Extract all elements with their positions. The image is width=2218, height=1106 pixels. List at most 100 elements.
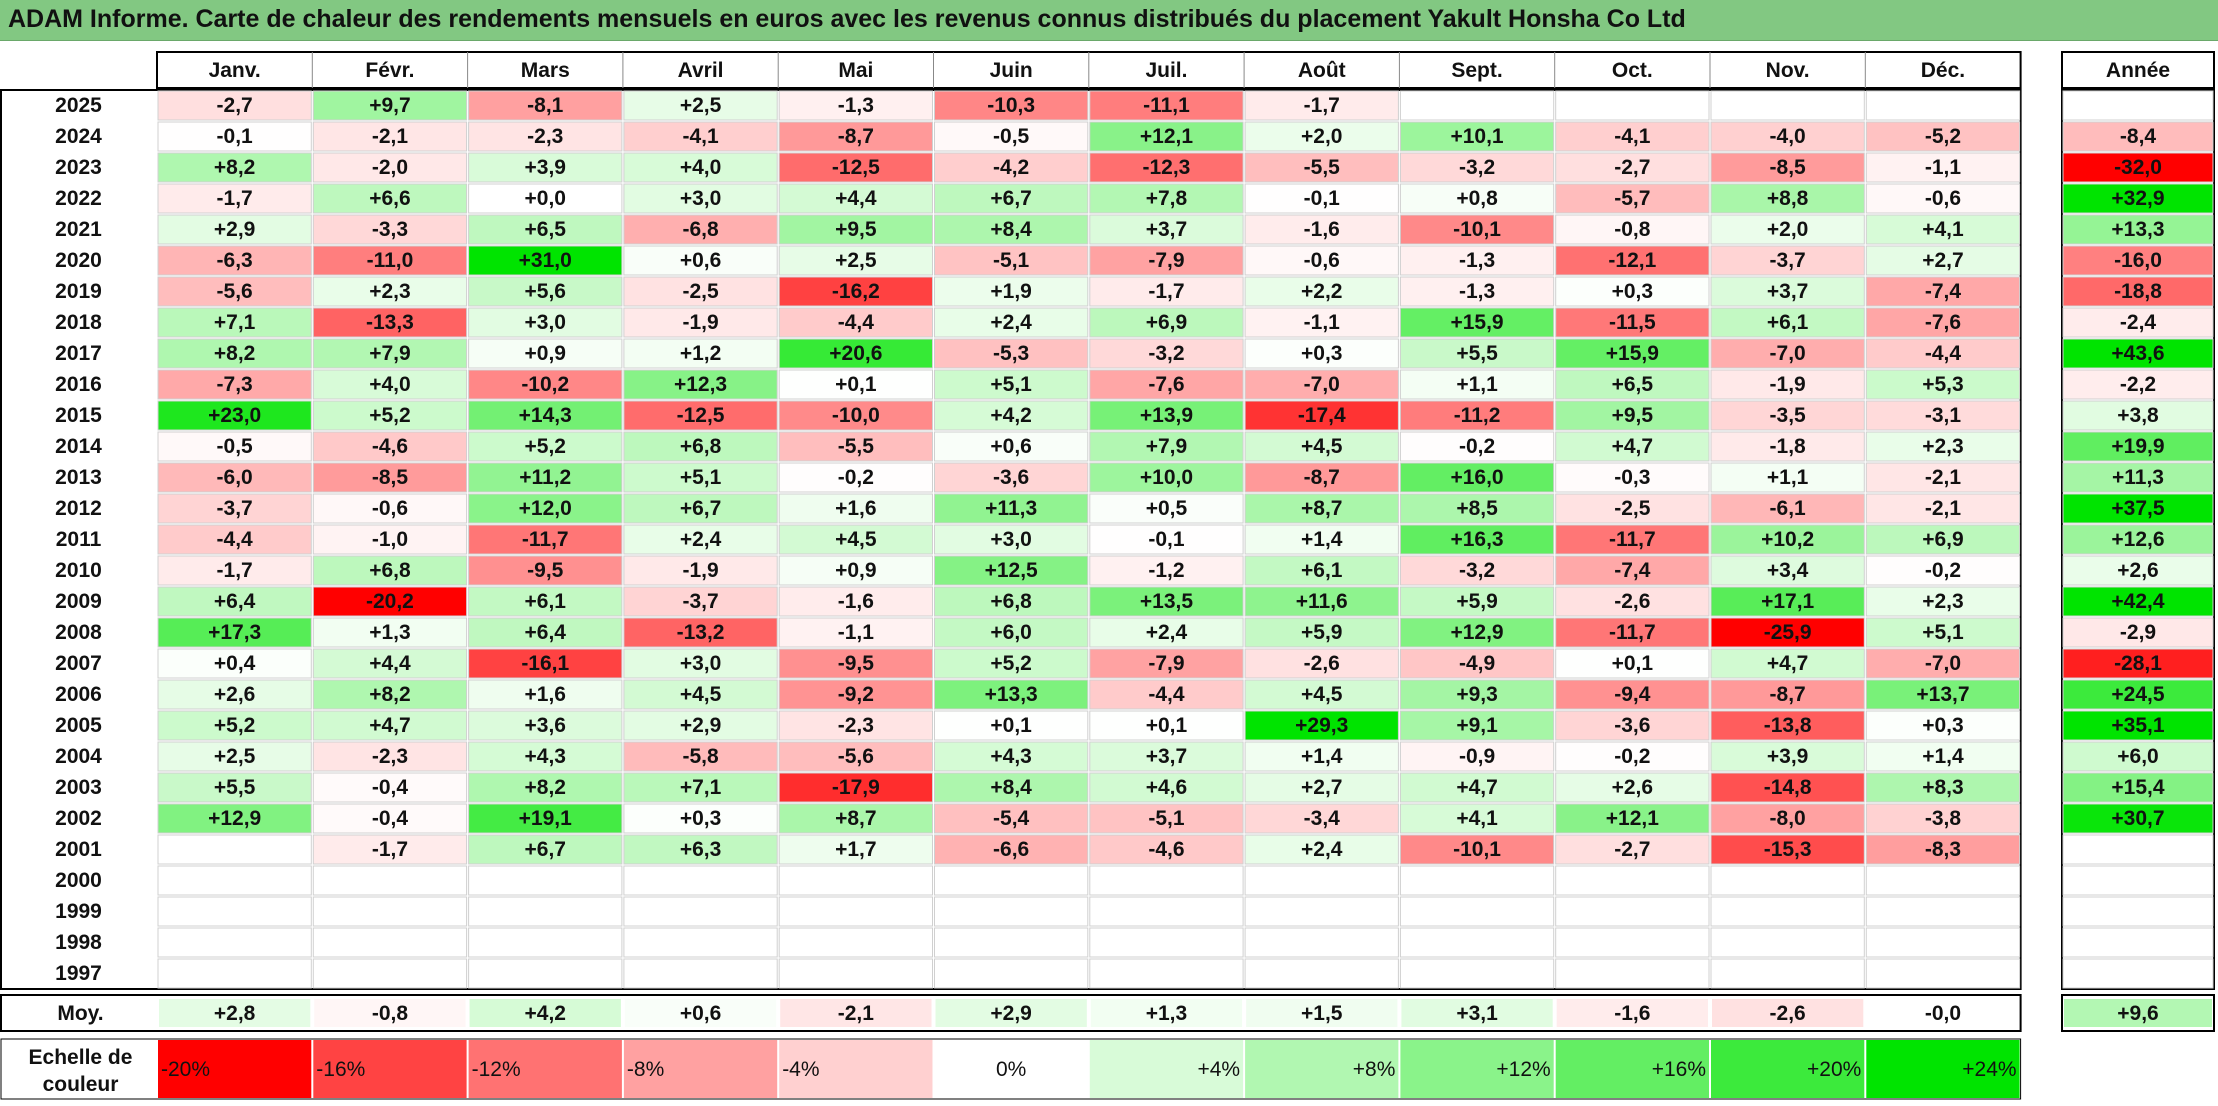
heatmap-cell — [623, 834, 778, 865]
annual-cell — [2062, 617, 2214, 648]
cell-value: -2,6 — [1614, 590, 1650, 613]
annual-cell — [2062, 555, 2214, 586]
color-scale-stop: +4% — [1197, 1058, 1240, 1081]
cell-value: -3,7 — [682, 590, 718, 613]
cell-value: -8,5 — [372, 466, 409, 489]
heatmap-cell — [157, 710, 312, 741]
heatmap-cell — [157, 648, 312, 679]
annual-cell — [2062, 214, 2214, 245]
cell-value: -8,3 — [1925, 838, 1961, 861]
heatmap-cell — [1865, 741, 2021, 772]
heatmap-cell — [312, 586, 468, 617]
cell-value: +2,3 — [369, 280, 410, 303]
cell-value: +1,6 — [835, 497, 876, 520]
cell-value: -8,7 — [1770, 683, 1806, 706]
heatmap-cell — [1865, 772, 2021, 803]
heatmap-cell — [1710, 338, 1865, 369]
cell-value: +5,2 — [990, 652, 1031, 675]
annual-value: -2,2 — [2120, 373, 2156, 396]
cell-value: +5,2 — [369, 404, 410, 427]
heatmap-cell — [1089, 400, 1244, 431]
cell-value: -1,6 — [838, 590, 874, 613]
heatmap-cell — [1710, 152, 1865, 183]
cell-value: +17,3 — [208, 621, 261, 644]
cell-value: +16,0 — [1450, 466, 1503, 489]
average-annual-value: +9,6 — [2117, 1002, 2158, 1025]
cell-value: +5,1 — [990, 373, 1032, 396]
cell-value: -8,7 — [1304, 466, 1340, 489]
heatmap-cell — [778, 927, 934, 958]
color-scale-stop: -16% — [316, 1058, 365, 1081]
annual-value: +13,3 — [2111, 218, 2164, 241]
cell-value: -0,1 — [1304, 187, 1341, 210]
cell-value: +2,0 — [1767, 218, 1808, 241]
heatmap-cell — [623, 338, 778, 369]
heatmap-cell — [934, 400, 1089, 431]
cell-value: -16,2 — [832, 280, 880, 303]
heatmap-cell — [312, 214, 468, 245]
cell-value: -1,9 — [682, 559, 718, 582]
heatmap-cell — [157, 462, 312, 493]
annual-value: -16,0 — [2114, 249, 2162, 272]
color-scale-label: Echelle de — [29, 1046, 133, 1069]
year-label: 2021 — [55, 218, 102, 241]
heatmap-cell — [1710, 803, 1865, 834]
cell-value: +12,9 — [1450, 621, 1503, 644]
cell-value: +0,8 — [1456, 187, 1498, 210]
cell-value: -1,1 — [838, 621, 875, 644]
annual-cell — [2062, 338, 2214, 369]
cell-value: -16,1 — [521, 652, 569, 675]
cell-value: +11,3 — [985, 497, 1037, 520]
heatmap-cell — [778, 431, 934, 462]
cell-value: -0,1 — [217, 125, 254, 148]
heatmap-cell — [1399, 896, 1555, 927]
cell-value: -1,3 — [1459, 280, 1495, 303]
cell-value: -0,6 — [372, 497, 408, 520]
heatmap-cell — [1710, 555, 1865, 586]
heatmap-cell — [778, 400, 934, 431]
heatmap-cell — [1865, 338, 2021, 369]
month-header: Août — [1298, 59, 1346, 82]
cell-value: +5,9 — [1301, 621, 1342, 644]
heatmap-cell — [1089, 276, 1244, 307]
heatmap-cell — [1089, 369, 1244, 400]
heatmap-cell — [1865, 648, 2021, 679]
heatmap-cell — [312, 803, 468, 834]
cell-value: +8,2 — [214, 156, 255, 179]
average-value: +2,9 — [990, 1002, 1031, 1025]
cell-value: -7,4 — [1614, 559, 1651, 582]
heatmap-cell — [1089, 834, 1244, 865]
annual-value: +11,3 — [2112, 466, 2164, 489]
cell-value: +6,5 — [525, 218, 567, 241]
heatmap-cell — [778, 617, 934, 648]
cell-value: -1,7 — [372, 838, 408, 861]
heatmap-cell — [1555, 121, 1710, 152]
color-scale-swatch — [779, 1040, 933, 1098]
heatmap-cell — [1555, 927, 1710, 958]
cell-value: +4,3 — [525, 745, 566, 768]
cell-value: +6,7 — [680, 497, 721, 520]
cell-value: +2,5 — [214, 745, 256, 768]
average-value: +1,5 — [1301, 1002, 1343, 1025]
heatmap-cell — [778, 493, 934, 524]
heatmap-cell — [312, 648, 468, 679]
year-label: 2022 — [55, 187, 102, 210]
heatmap-cell — [1555, 307, 1710, 338]
heatmap-cell — [1865, 121, 2021, 152]
heatmap-cell — [1555, 183, 1710, 214]
heatmap-cell — [934, 927, 1089, 958]
year-label: 1998 — [55, 931, 102, 954]
heatmap-cell — [934, 152, 1089, 183]
heatmap-cell — [778, 834, 934, 865]
cell-value: -1,0 — [372, 528, 408, 551]
cell-value: -0,6 — [1304, 249, 1340, 272]
heatmap-cell — [157, 214, 312, 245]
cell-value: -0,1 — [1148, 528, 1185, 551]
average-cell — [1246, 999, 1398, 1027]
cell-value: +2,6 — [1612, 776, 1653, 799]
heatmap-cell — [623, 431, 778, 462]
year-label: 1999 — [55, 900, 102, 923]
average-value: -0,0 — [1925, 1002, 1961, 1025]
cell-value: -12,1 — [1608, 249, 1656, 272]
heatmap-cell — [934, 462, 1089, 493]
